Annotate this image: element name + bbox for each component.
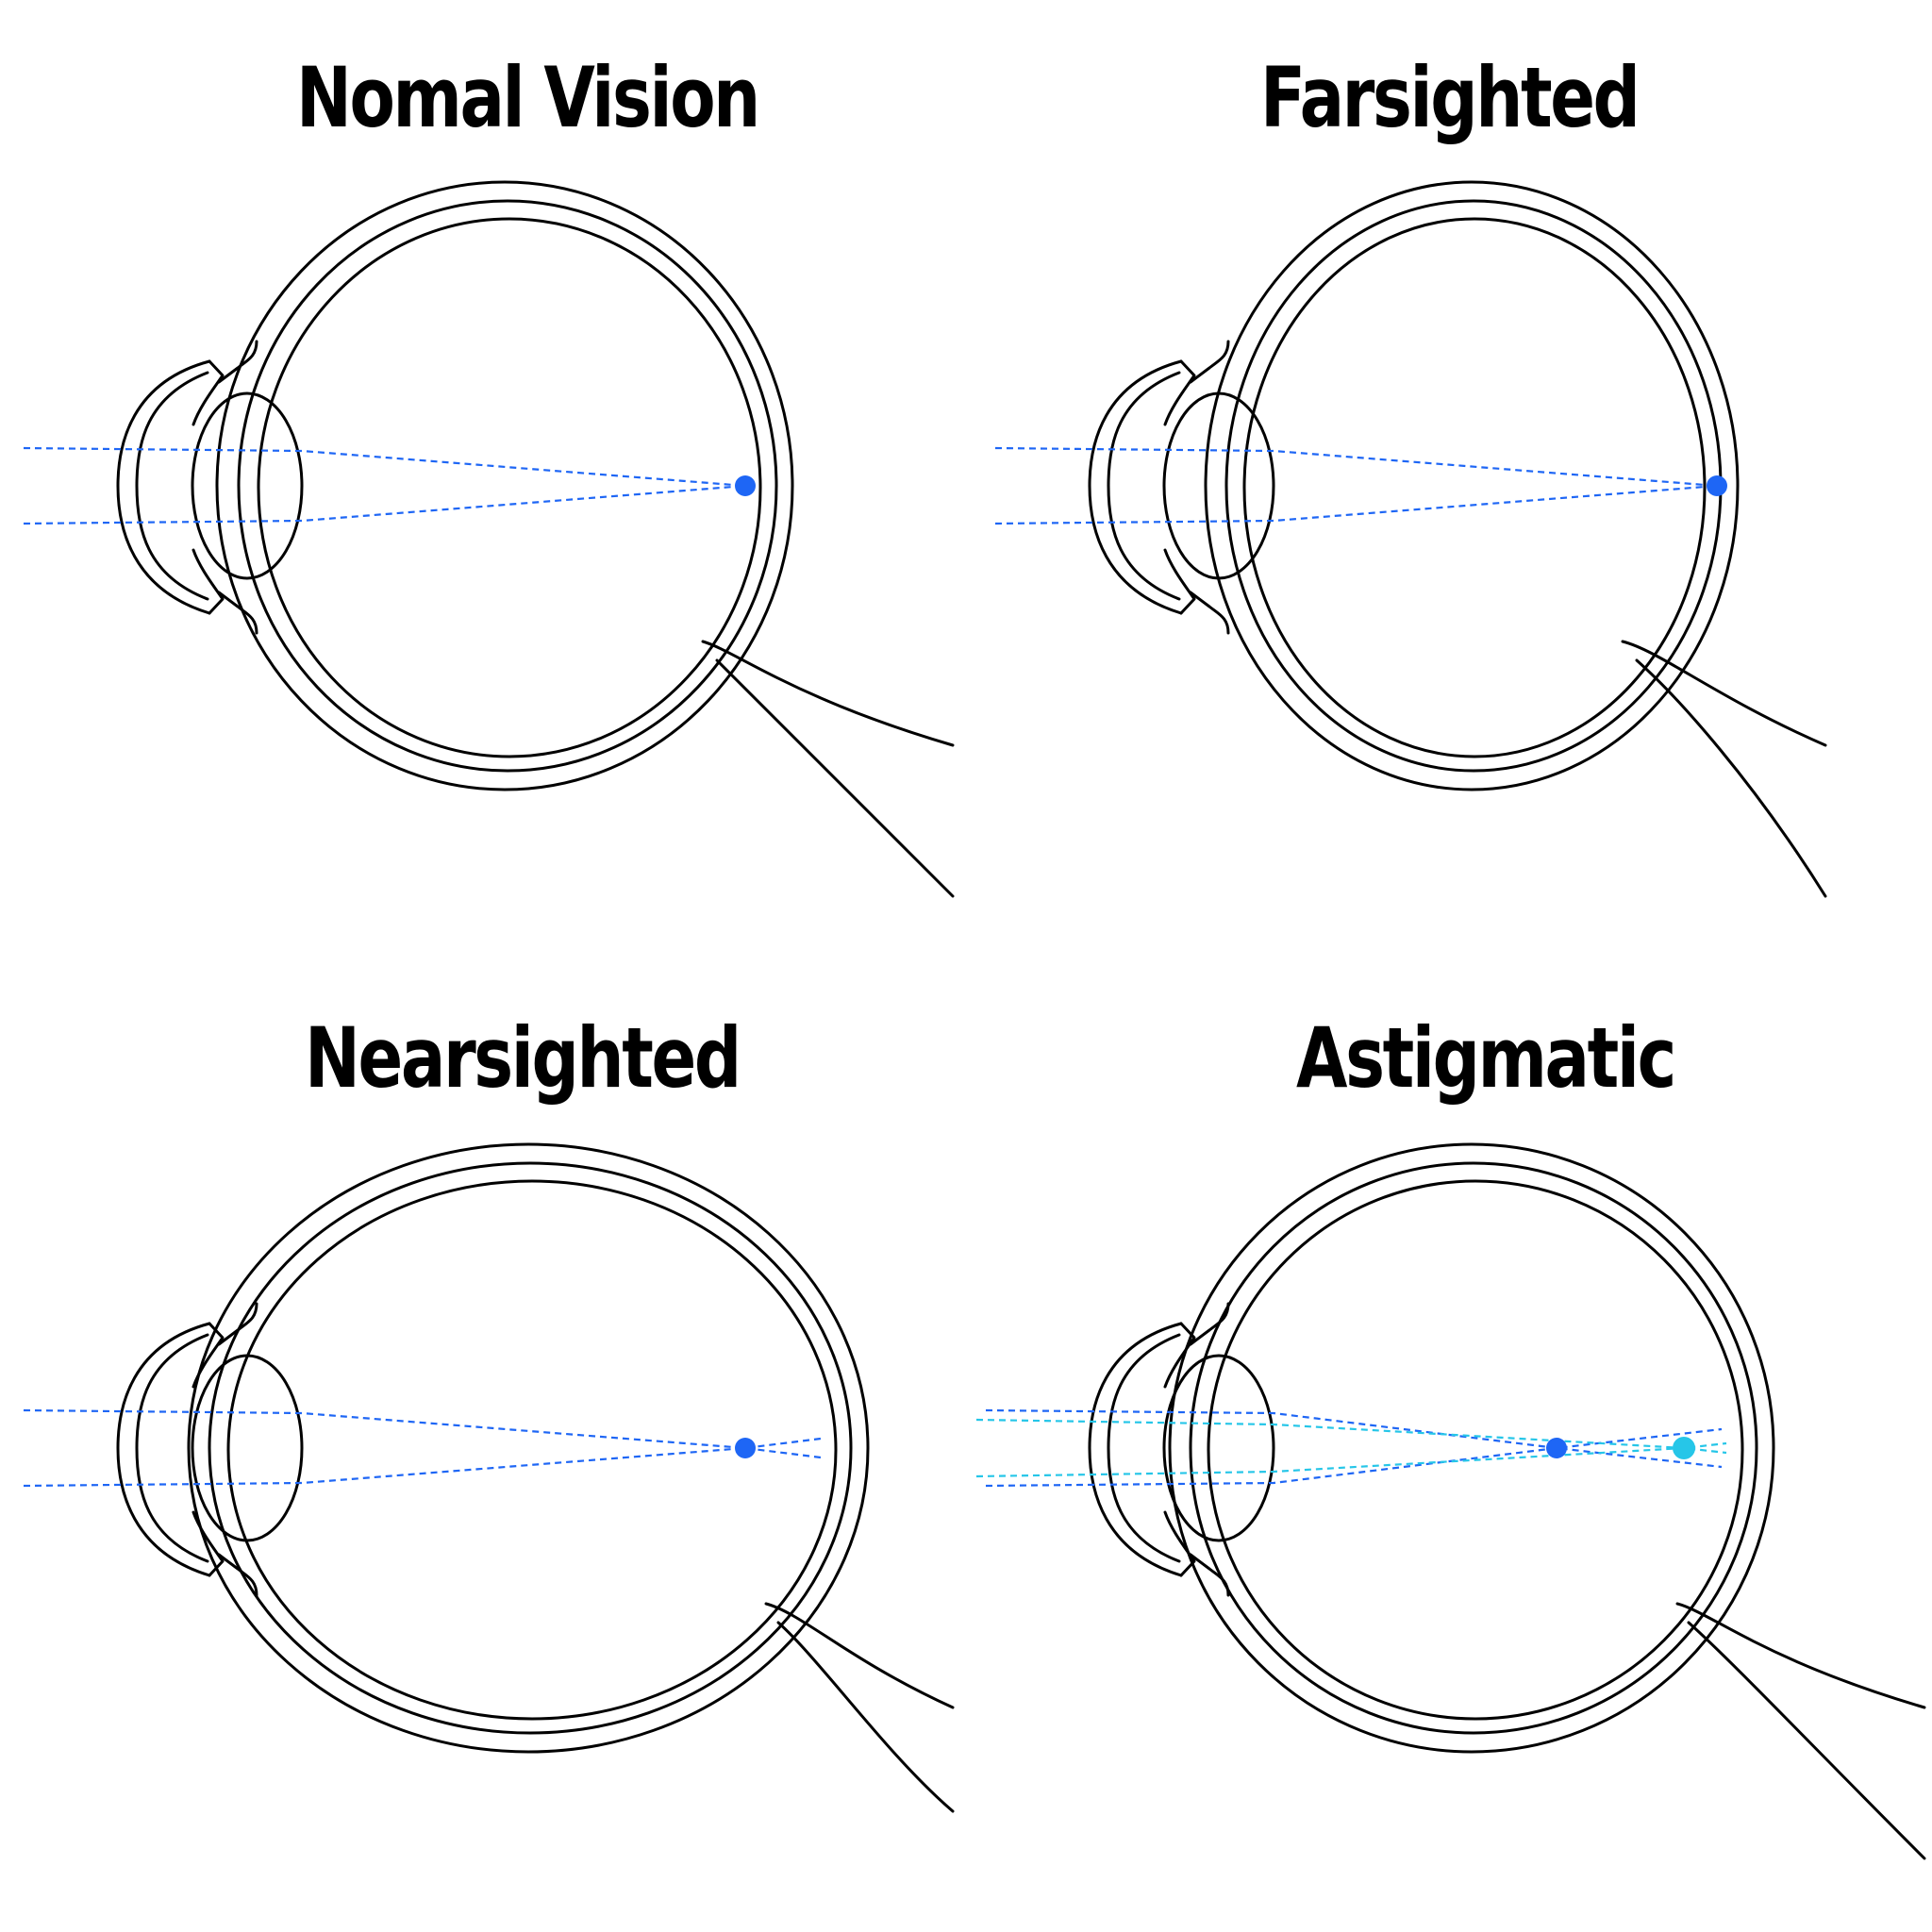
focal-point-astigmatic-primary xyxy=(1546,1438,1567,1458)
title-normal-vision: Nomal Vision xyxy=(296,49,760,146)
eyeball-astigmatic xyxy=(1168,1142,1926,1860)
focal-point-farsighted xyxy=(1707,475,1727,496)
title-nearsighted: Nearsighted xyxy=(305,1009,741,1107)
eye-farsighted xyxy=(994,180,1827,898)
light-rays-astigmatic xyxy=(975,1408,1727,1488)
eyeball-normal xyxy=(215,180,955,898)
eyeball-farsighted xyxy=(1204,180,1827,898)
light-rays-farsighted xyxy=(994,446,1718,525)
cornea-lens-normal xyxy=(116,340,304,635)
focal-point-astigmatic-secondary xyxy=(1673,1437,1695,1459)
title-astigmatic: Astigmatic xyxy=(1296,1009,1676,1107)
light-rays-nearsighted xyxy=(23,1408,822,1488)
light-rays-normal xyxy=(23,446,746,525)
eyeball-nearsighted xyxy=(187,1142,955,1813)
title-farsighted: Farsighted xyxy=(1260,49,1641,146)
eye-normal xyxy=(23,180,955,898)
cornea-lens-astigmatic xyxy=(1088,1302,1275,1597)
cornea-lens-farsighted xyxy=(1088,340,1275,635)
eye-astigmatic xyxy=(975,1142,1926,1860)
focal-point-normal xyxy=(735,475,756,496)
eye-nearsighted xyxy=(23,1142,955,1813)
focal-point-nearsighted xyxy=(735,1438,756,1458)
